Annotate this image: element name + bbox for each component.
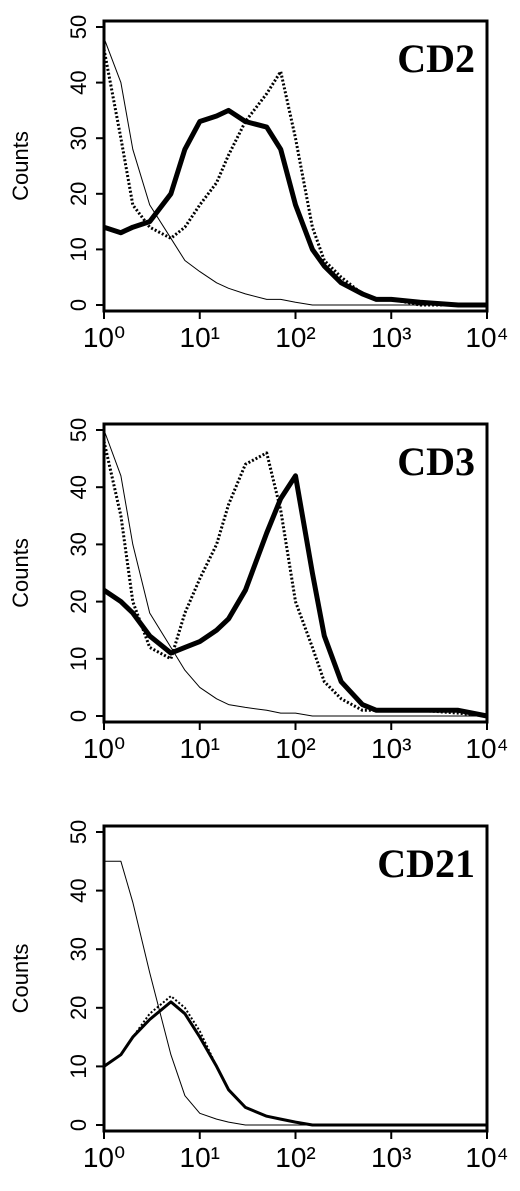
histogram-line: [104, 860, 487, 1126]
x-tick-label: 10⁴: [465, 322, 508, 353]
x-tick-label: 10⁰: [83, 733, 125, 764]
x-tick-label: 10⁰: [83, 1142, 125, 1173]
y-tick-label: 0: [66, 299, 91, 311]
y-tick-label: 20: [66, 589, 91, 613]
y-tick-label: 20: [66, 996, 91, 1020]
y-tick-label: 40: [66, 70, 91, 94]
chart-title: CD21: [377, 841, 475, 886]
y-tick-label: 40: [66, 878, 91, 902]
y-axis-label: Counts: [8, 538, 33, 608]
y-tick-label: 50: [66, 15, 91, 39]
y-tick-label: 30: [66, 937, 91, 961]
x-tick-label: 10⁰: [83, 322, 125, 353]
y-tick-label: 10: [66, 237, 91, 261]
x-tick-label: 10²: [275, 1142, 315, 1173]
y-tick-label: 10: [66, 1054, 91, 1078]
histogram-line: [103, 429, 487, 717]
y-tick-label: 0: [66, 1119, 91, 1131]
x-tick-label: 10¹: [180, 1142, 220, 1173]
x-tick-label: 10³: [371, 322, 411, 353]
x-tick-label: 10⁴: [465, 1142, 508, 1173]
y-tick-label: 50: [66, 820, 91, 844]
x-tick-label: 10³: [371, 733, 411, 764]
y-tick-label: 30: [66, 126, 91, 150]
x-tick-label: 10¹: [180, 322, 220, 353]
y-axis-label: Counts: [8, 131, 33, 201]
x-tick-label: 10²: [275, 733, 315, 764]
y-tick-label: 20: [66, 182, 91, 206]
histogram-line: [103, 107, 487, 308]
x-tick-label: 10¹: [180, 733, 220, 764]
y-tick-label: 40: [66, 475, 91, 499]
y-tick-label: 30: [66, 532, 91, 556]
histogram-line: [103, 37, 487, 306]
x-tick-label: 10⁴: [465, 733, 508, 764]
chart-title: CD3: [397, 439, 475, 484]
x-tick-label: 10³: [371, 1142, 411, 1173]
histogram-line: [102, 48, 487, 307]
y-tick-label: 50: [66, 418, 91, 442]
y-tick-label: 10: [66, 647, 91, 671]
x-tick-label: 10²: [275, 322, 315, 353]
chart-title: CD2: [397, 36, 475, 81]
histogram-line: [103, 1000, 487, 1127]
histogram-line: [102, 473, 488, 719]
histogram-line: [103, 995, 487, 1126]
y-tick-label: 0: [66, 710, 91, 722]
y-axis-label: Counts: [8, 944, 33, 1014]
